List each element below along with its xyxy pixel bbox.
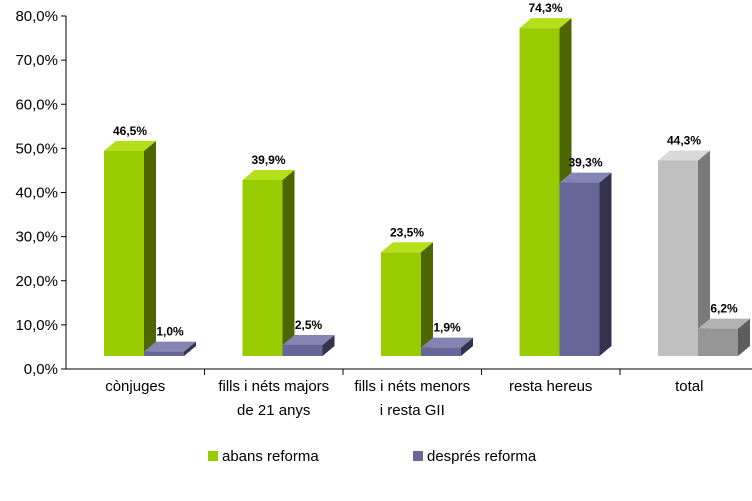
y-tick-label: 80,0% (15, 8, 58, 25)
bar-abans-reforma-front (381, 252, 421, 356)
y-tick-label: 70,0% (15, 52, 58, 69)
x-category-label: resta hereus (509, 378, 592, 395)
data-label: 1,9% (433, 321, 461, 335)
bar-abans-reforma-top (104, 140, 156, 151)
data-label: 6,2% (710, 302, 738, 316)
bar-despres-reforma-side (322, 334, 335, 356)
legend: abans reforma després reforma (208, 448, 537, 465)
bar-despres-reforma-front (144, 351, 184, 356)
bar-abans-reforma-front (104, 150, 144, 356)
bar-despres-reforma (698, 318, 750, 356)
x-category-label: de 21 anys (237, 402, 310, 419)
x-category-label: i resta GII (380, 402, 445, 419)
bar-despres-reforma-side (461, 337, 473, 356)
data-label: 74,3% (528, 1, 562, 15)
x-category-label: fills i néts menors (354, 378, 470, 395)
bar-despres-reforma-front (421, 347, 461, 356)
bar-abans-reforma-top (519, 18, 572, 29)
bar-abans-reforma-side (698, 150, 710, 356)
y-tick-label: 20,0% (15, 273, 58, 290)
y-tick-label: 30,0% (15, 229, 58, 246)
bar-despres-reforma-top (559, 172, 612, 183)
bar-despres-reforma-top (144, 341, 196, 352)
bar-despres-reforma-top (698, 318, 750, 329)
data-label: 39,9% (251, 153, 285, 167)
bar-despres-reforma (559, 172, 612, 356)
y-tick-label: 0,0% (24, 361, 58, 378)
data-label: 23,5% (390, 225, 424, 239)
bar-despres-reforma (421, 337, 473, 356)
bar-despres-reforma-top (282, 334, 335, 345)
bar-abans-reforma (104, 140, 156, 356)
bar-abans-reforma-front (519, 28, 560, 357)
bar-despres-reforma-front (282, 344, 323, 356)
legend-swatch-abans (208, 451, 218, 461)
x-category-label: cònjuges (105, 378, 165, 395)
bar-despres-reforma-top (421, 337, 473, 348)
bar-abans-reforma-side (282, 169, 295, 356)
bar-abans-reforma-side (421, 242, 433, 356)
y-tick-label: 40,0% (15, 185, 58, 202)
y-tick-label: 10,0% (15, 317, 58, 334)
x-category-label: total (675, 378, 703, 395)
bar-despres-reforma-side (184, 341, 196, 356)
bar-despres-reforma (144, 341, 196, 356)
bar-abans-reforma-side (144, 140, 156, 356)
bar-despres-reforma-front (559, 182, 600, 356)
data-label: 39,3% (568, 156, 602, 170)
bar-abans-reforma-front (242, 179, 283, 356)
bar-abans-reforma (242, 169, 295, 356)
bar-abans-reforma-top (658, 150, 710, 161)
legend-label-despres: després reforma (427, 448, 537, 465)
x-category-label: fills i néts majors (218, 378, 329, 395)
data-label: 2,5% (295, 318, 323, 332)
bar-despres-reforma-front (698, 328, 738, 356)
y-tick-label: 50,0% (15, 140, 58, 157)
bar-despres-reforma-side (599, 172, 612, 356)
bar-abans-reforma-top (381, 242, 433, 253)
bar-abans-reforma-front (658, 160, 698, 356)
data-label: 1,0% (156, 325, 184, 339)
data-label: 46,5% (113, 124, 147, 138)
legend-label-abans: abans reforma (222, 448, 319, 465)
bar-despres-reforma (282, 334, 335, 356)
legend-swatch-despres (413, 451, 423, 461)
bar-despres-reforma-side (738, 318, 750, 356)
bar-abans-reforma (381, 242, 433, 356)
y-tick-label: 60,0% (15, 96, 58, 113)
data-label: 44,3% (667, 134, 701, 148)
bar-abans-reforma-top (242, 169, 295, 180)
bar-abans-reforma (658, 150, 710, 356)
